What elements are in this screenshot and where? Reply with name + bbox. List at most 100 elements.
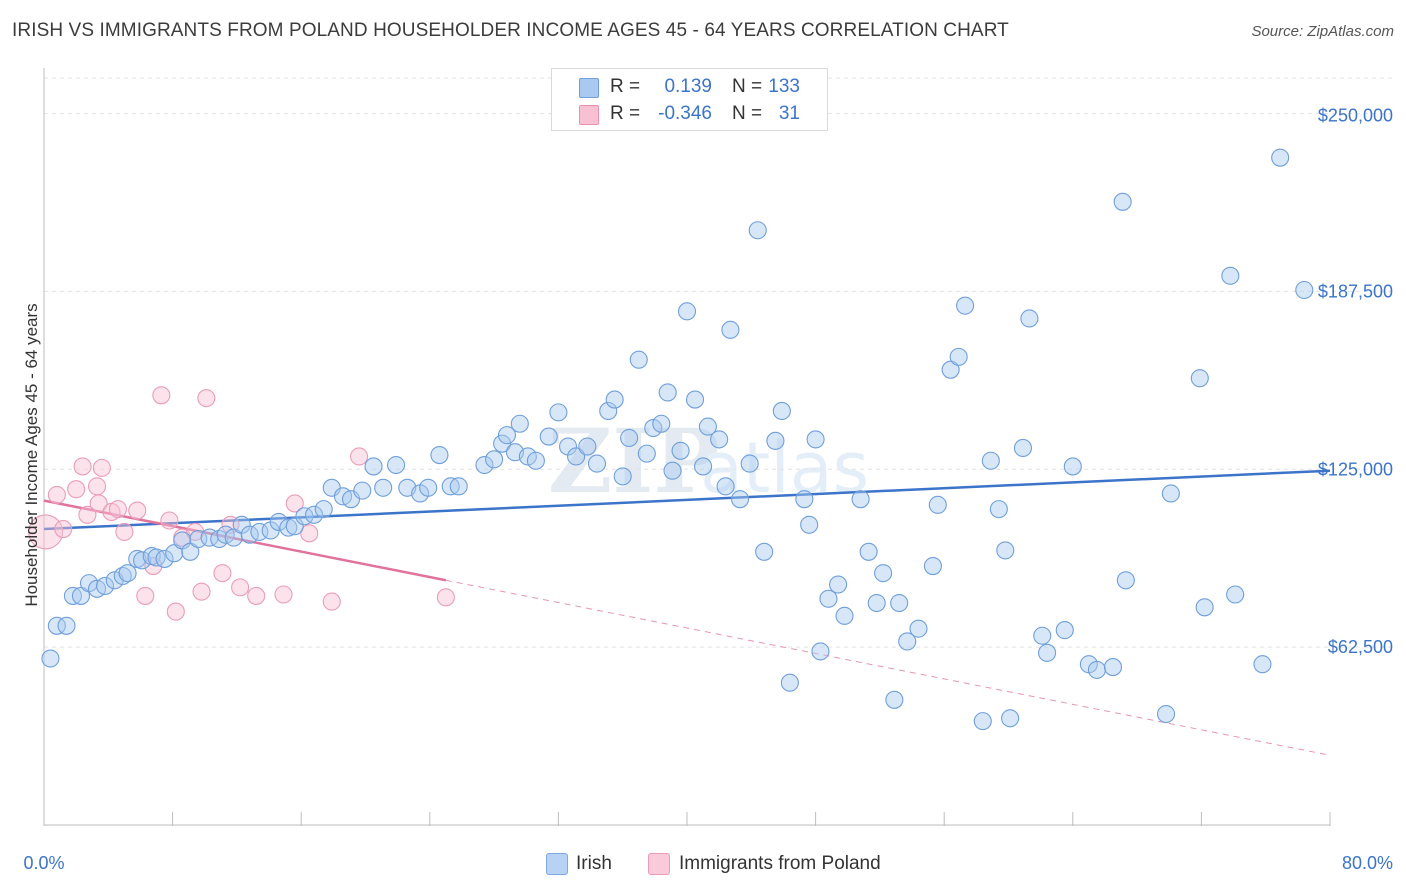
irish-point <box>740 454 759 473</box>
irish-point <box>663 461 682 480</box>
irish-point <box>118 564 137 583</box>
irish-point <box>644 418 663 438</box>
irish-point <box>874 564 893 583</box>
irish-point <box>694 457 713 476</box>
irish-point <box>1013 438 1033 457</box>
poland-point <box>89 494 108 513</box>
irish-point <box>613 467 632 486</box>
y-axis-label: Householder Income Ages 45 - 64 years <box>22 303 41 606</box>
irish-point <box>890 593 909 613</box>
irish-point <box>710 430 729 449</box>
poland-point <box>136 586 155 605</box>
chart-title: IRISH VS IMMIGRANTS FROM POLAND HOUSEHOL… <box>12 20 1009 41</box>
irish-point <box>1001 709 1020 728</box>
legend-n-label: N = <box>732 76 763 97</box>
irish-point <box>795 490 814 509</box>
irish-point <box>981 451 1000 470</box>
irish-point <box>57 616 76 635</box>
legend-r-value: 0.139 <box>664 76 712 97</box>
irish-point <box>1156 704 1176 724</box>
irish-point <box>748 221 767 240</box>
irish-point <box>578 437 597 456</box>
irish-point <box>549 403 568 422</box>
irish-point <box>819 589 838 608</box>
irish-point <box>851 490 870 509</box>
irish-point <box>885 690 904 709</box>
gridlines <box>44 77 1395 648</box>
irish-point <box>829 575 848 594</box>
irish-point <box>973 712 992 731</box>
irish-point <box>928 495 947 514</box>
irish-point <box>811 642 830 661</box>
legend-n-label: N = <box>732 103 763 124</box>
irish-point <box>364 457 383 476</box>
poland-point <box>285 494 304 513</box>
poland-point <box>128 501 147 520</box>
poland-point <box>192 582 211 601</box>
irish-point <box>374 478 393 497</box>
poland-point <box>54 519 73 539</box>
irish-point <box>716 477 735 496</box>
irish-point <box>721 320 740 339</box>
irish-point <box>133 551 152 570</box>
x-tick-label: 0.0% <box>23 853 64 873</box>
chart-source: Source: ZipAtlas.com <box>1251 23 1394 40</box>
irish-point <box>605 390 624 409</box>
irish-point <box>430 446 449 465</box>
irish-point <box>1063 457 1082 476</box>
svg-text:ZIP: ZIP <box>548 409 720 513</box>
irish-point <box>305 505 324 524</box>
irish-point <box>386 455 406 475</box>
irish-point <box>1033 626 1052 645</box>
poland-point <box>274 585 293 604</box>
irish-point <box>629 350 648 369</box>
legend-r-label: R = <box>610 76 641 97</box>
irish-point <box>526 451 545 470</box>
irish-point <box>1221 266 1240 285</box>
poland-trend-extension <box>445 579 1331 756</box>
irish-point <box>599 401 618 420</box>
poland-point <box>78 505 97 524</box>
series-legend: Irish Immigrants from Poland <box>0 850 1406 880</box>
irish-point <box>1190 369 1209 388</box>
poland-point <box>247 586 266 605</box>
legend-swatch-poland <box>648 853 670 875</box>
legend-swatch-irish <box>546 853 568 875</box>
irish-point <box>475 455 494 475</box>
irish-point <box>671 441 690 460</box>
irish-point <box>155 549 174 568</box>
zipatlas-watermark: ZIP atlas <box>548 409 869 513</box>
irish-point <box>956 296 975 315</box>
irish-point <box>1195 598 1214 617</box>
irish-point <box>1116 571 1135 590</box>
irish-point <box>835 606 854 625</box>
irish-point <box>1271 148 1290 167</box>
trend-lines <box>43 469 1331 756</box>
y-tick-label: $250,000 <box>1318 106 1393 126</box>
axes <box>43 68 1331 826</box>
irish-point <box>698 417 717 436</box>
poland-point <box>166 602 185 621</box>
irish-point <box>1103 658 1123 677</box>
legend-n-value: 133 <box>768 76 800 97</box>
y-tick-label: $187,500 <box>1318 281 1393 301</box>
poland-point <box>152 386 171 405</box>
irish-point <box>1226 585 1245 604</box>
legend-row-poland: R = -0.346 N = 31 <box>552 101 827 127</box>
irish-point <box>295 507 314 526</box>
irish-point <box>449 477 468 496</box>
irish-point <box>1161 484 1180 503</box>
irish-point <box>652 414 671 433</box>
poland-point <box>160 511 179 530</box>
irish-point <box>493 434 512 453</box>
irish-point <box>806 430 825 449</box>
irish-point <box>677 302 697 321</box>
legend-row-irish: R = 0.139 N = 133 <box>552 74 827 100</box>
poland-point <box>350 447 369 466</box>
legend-r-label: R = <box>610 103 641 124</box>
irish-point <box>800 515 819 534</box>
irish-point <box>1038 643 1057 662</box>
poland-point <box>231 578 250 597</box>
legend-r-value: -0.346 <box>658 103 712 124</box>
legend-swatch-irish <box>579 78 599 98</box>
